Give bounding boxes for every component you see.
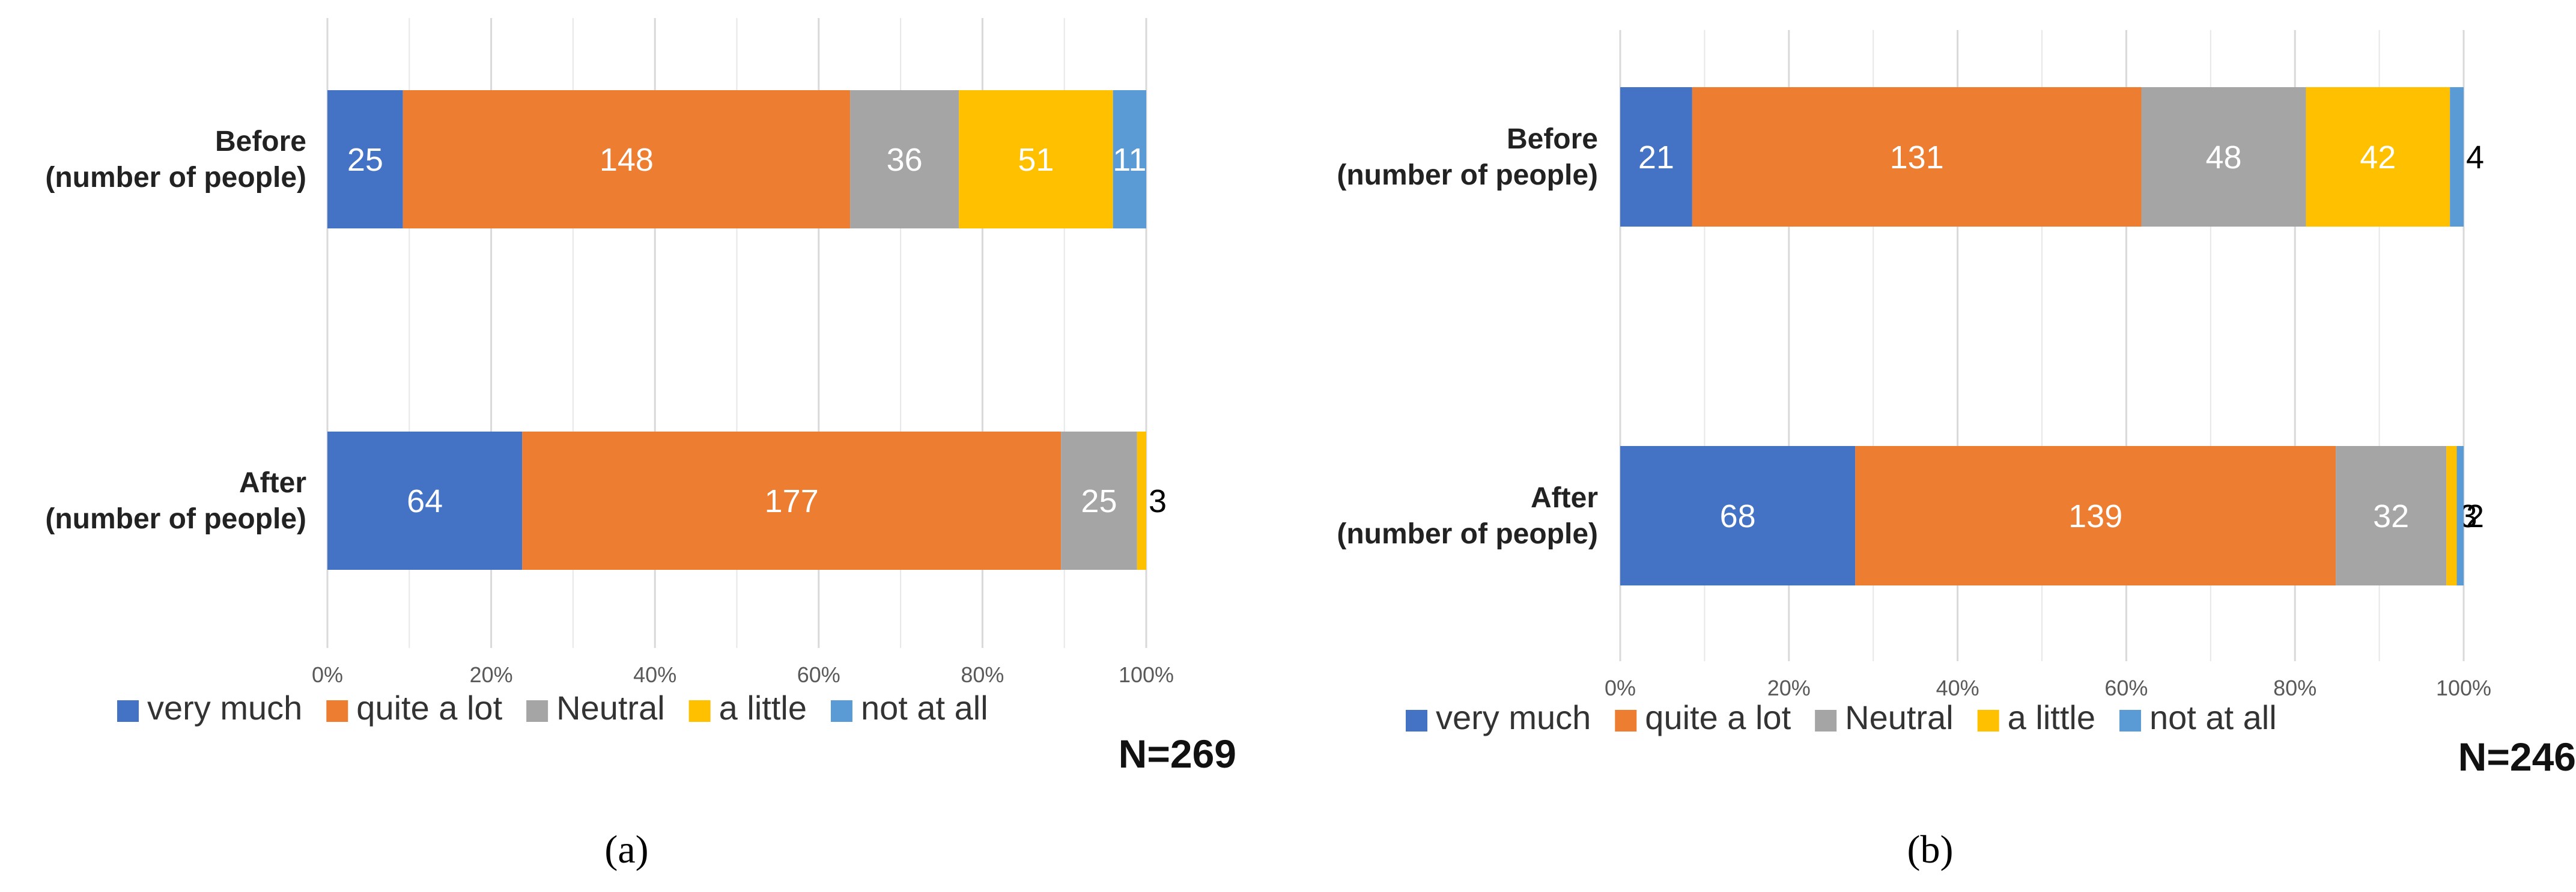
category-label: After (number of people) [1337, 482, 1598, 550]
x-tick-label: 20% [470, 662, 513, 687]
legend-entry: quite a lot [1645, 698, 1791, 736]
data-label: 48 [2205, 139, 2241, 176]
x-tick-label: 0% [312, 662, 343, 687]
legend-swatch [326, 700, 348, 722]
category-label-line: After [239, 467, 306, 499]
data-label: 139 [2068, 498, 2122, 534]
data-label: 36 [887, 142, 923, 178]
data-label: 21 [1638, 139, 1674, 176]
data-label: 32 [2373, 498, 2409, 534]
legend-swatch [688, 700, 711, 722]
sample-size-label: N=269 [1119, 732, 1236, 776]
bar-segment [1061, 432, 1137, 570]
category-label: Before (number of people) [1337, 123, 1598, 191]
x-tick-label: 0% [1605, 676, 1636, 700]
legend-swatch [1615, 710, 1637, 732]
bar-segment [327, 90, 403, 228]
bar-segment [327, 432, 523, 570]
data-label: 2 [2466, 498, 2484, 534]
data-label: 25 [1081, 483, 1117, 519]
legend-entry: very much [1436, 698, 1591, 736]
legend-entry: not at all [861, 689, 988, 727]
x-tick-label: 60% [797, 662, 840, 687]
data-label: 4 [2466, 139, 2484, 176]
legend-entry: quite a lot [356, 689, 502, 727]
data-label: 131 [1890, 139, 1944, 176]
bar-segment [2446, 446, 2457, 585]
legend-entry: Neutral [556, 689, 665, 727]
category-label: After (number of people) [45, 467, 306, 535]
legend-entry: a little [2008, 698, 2095, 736]
data-label: 68 [1720, 498, 1756, 534]
data-label: 148 [600, 142, 654, 178]
legend-swatch [1977, 710, 1999, 732]
category-label: Before (number of people) [45, 126, 306, 194]
bar-segment [2456, 446, 2464, 585]
bar-segment [1620, 446, 1856, 585]
legend-entry: Neutral [1845, 698, 1954, 736]
chart-panel-b: 0% 20% 40% 60% 80% 100% 21 131 48 42 4 Before (numbe… [1337, 30, 2576, 872]
panel-caption: (a) [604, 828, 648, 872]
bar-segment [1620, 87, 1692, 227]
x-tick-label: 60% [2104, 676, 2148, 700]
bar-segment [402, 90, 851, 228]
x-tick-label: 40% [633, 662, 676, 687]
category-label-line: After [1531, 482, 1598, 514]
category-label-line: Before [215, 126, 306, 157]
category-label-line: (number of people) [45, 503, 306, 535]
bar-segment [959, 90, 1113, 228]
category-label-line: (number of people) [1337, 159, 1598, 191]
bar-segment [2141, 87, 2306, 227]
category-label-line: (number of people) [45, 162, 306, 194]
bar-segment [522, 432, 1062, 570]
legend-swatch [2119, 710, 2141, 732]
bar-segment [1692, 87, 2142, 227]
legend-swatch [830, 700, 852, 722]
bar-segment [2450, 87, 2464, 227]
legend-swatch [117, 700, 139, 722]
data-label: 25 [347, 142, 383, 178]
x-tick-label: 100% [1119, 662, 1174, 687]
category-label-line: Before [1507, 123, 1598, 155]
legend-swatch [1406, 710, 1427, 732]
legend-entry: very much [147, 689, 302, 727]
legend-entry: not at all [2149, 698, 2277, 736]
x-tick-label: 40% [1936, 676, 1979, 700]
data-label: 42 [2360, 139, 2396, 176]
x-tick-label: 80% [961, 662, 1004, 687]
data-label: 3 [1149, 483, 1167, 519]
data-label: 64 [407, 483, 443, 519]
data-label: 51 [1018, 142, 1054, 178]
bar-segment [2306, 87, 2450, 227]
x-tick-label: 20% [1767, 676, 1811, 700]
legend-swatch [526, 700, 548, 722]
x-tick-label: 100% [2436, 676, 2491, 700]
bar-segment [850, 90, 959, 228]
legend-entry: a little [719, 689, 807, 727]
data-label: 177 [765, 483, 819, 519]
data-label: 11 [1113, 142, 1146, 178]
category-label-line: (number of people) [1337, 518, 1598, 550]
bar-segment [2336, 446, 2447, 585]
bar-segment [1137, 432, 1146, 570]
legend-swatch [1815, 710, 1837, 732]
x-tick-label: 80% [2273, 676, 2316, 700]
panel-caption: (b) [1907, 828, 1954, 872]
chart-panel-a: 0% 20% 40% 60% 80% 100% 25 148 36 51 11 Before (numb… [45, 18, 1236, 872]
bar-segment [1113, 90, 1146, 228]
sample-size-label: N=246 [2458, 735, 2576, 779]
bar-segment [1855, 446, 2336, 585]
